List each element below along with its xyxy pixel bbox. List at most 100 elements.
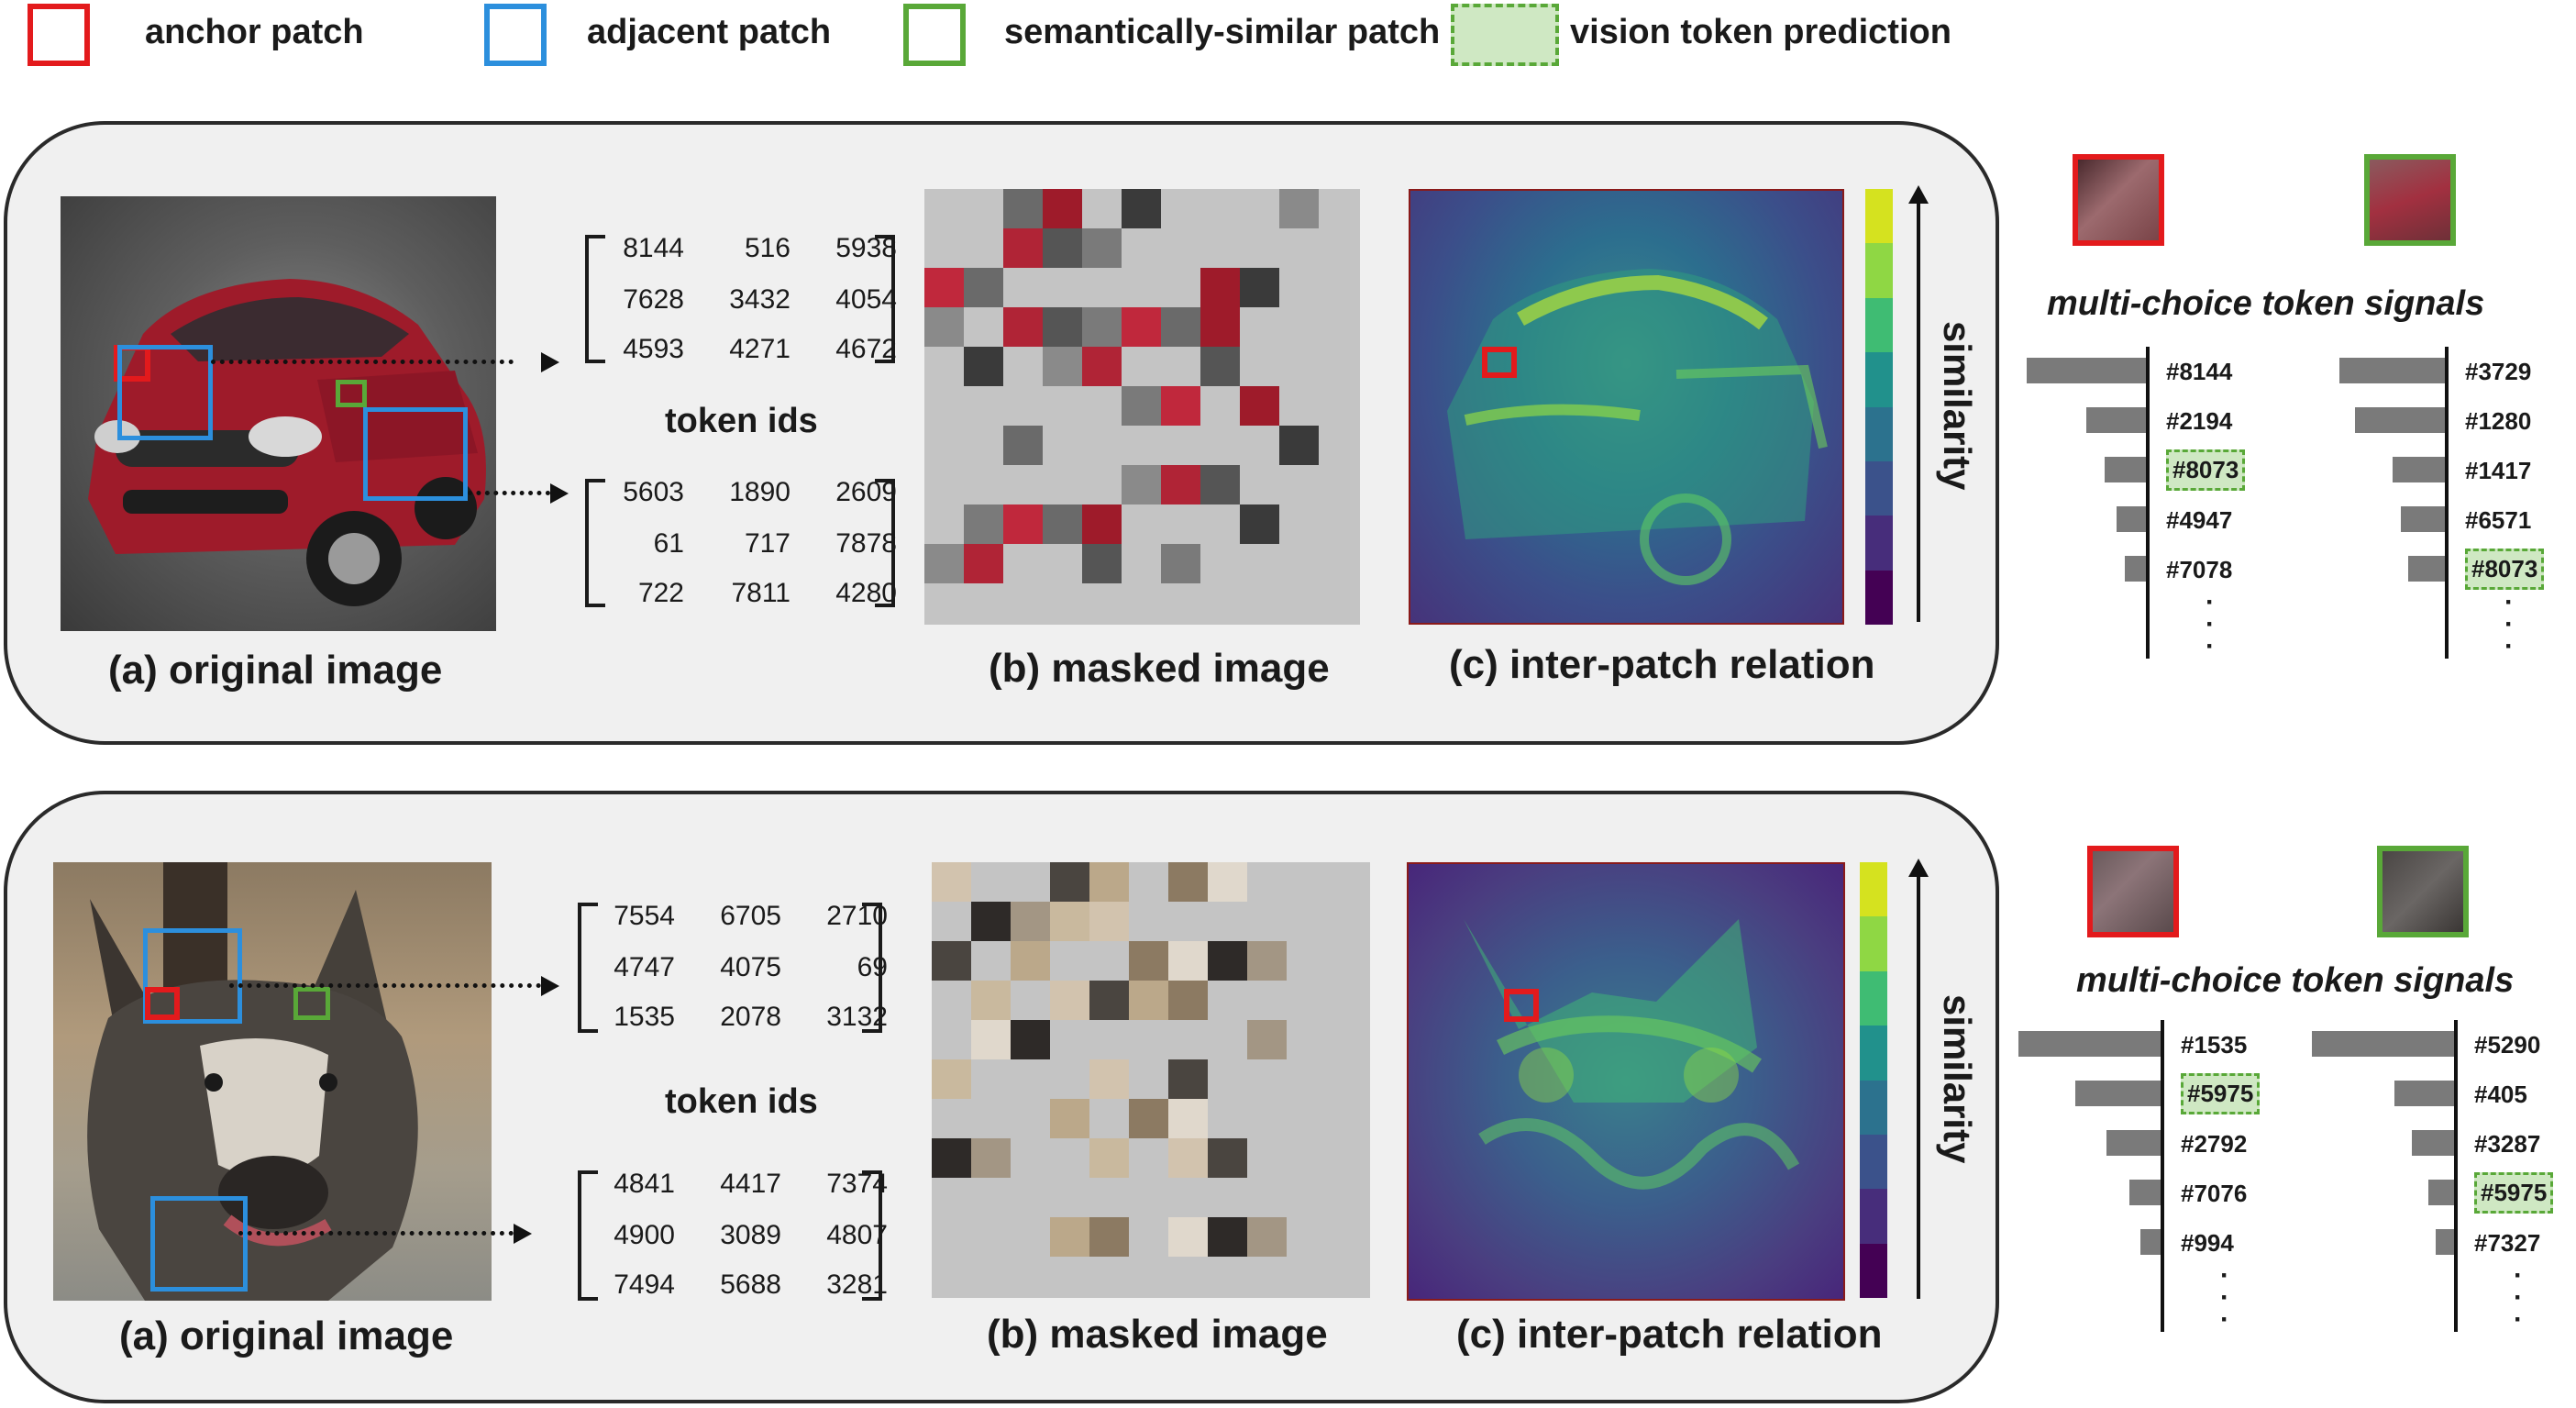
signal-bar (2086, 407, 2146, 433)
visible-patch (1129, 981, 1168, 1020)
visible-patch (1200, 465, 1240, 504)
car-relation-heatmap (1409, 189, 1844, 625)
car-similar-patch (336, 380, 367, 407)
signal-token-label: #1535 (2181, 1031, 2248, 1059)
dog-illustration (87, 862, 418, 1301)
car-similarity-label: similarity (1936, 321, 1979, 491)
visible-patch (1050, 862, 1089, 902)
visible-patch (1003, 189, 1043, 228)
signal-bar (2128, 1180, 2161, 1205)
car-heatmap-shapes (1447, 269, 1828, 585)
matrix-cell: 1535 (614, 1002, 675, 1032)
matrix-cell: 5938 (835, 233, 897, 263)
matrix-row: 4593 4271 4672 (578, 334, 897, 365)
matrix-cell: 7628 (623, 284, 684, 315)
dog-similarity-arrow-head (1908, 859, 1929, 877)
visible-patch (1011, 1020, 1050, 1059)
dog-caption-original: (a) original image (119, 1314, 454, 1358)
continuation-dot: · (2514, 1260, 2523, 1291)
visible-patch (1050, 902, 1089, 941)
matrix-row: 4900 3089 4807 (569, 1220, 888, 1251)
dog-arrow-top (229, 983, 541, 988)
legend-prediction-label: vision token prediction (1570, 13, 1951, 51)
visible-patch (964, 504, 1003, 544)
visible-patch (1200, 347, 1240, 386)
car-similarity-arrow-head (1908, 185, 1929, 204)
signal-token-label: #7076 (2181, 1180, 2248, 1207)
matrix-cell: 7878 (835, 528, 897, 559)
visible-patch (971, 1138, 1011, 1178)
visible-patch (1122, 465, 1161, 504)
visible-patch (1043, 228, 1082, 268)
visible-patch (1208, 1217, 1247, 1257)
matrix-cell: 722 (637, 578, 684, 608)
car-multi-choice-title: multi-choice token signals (2047, 284, 2485, 323)
dog-similarity-label: similarity (1936, 994, 1979, 1164)
continuation-dot: · (2206, 609, 2215, 639)
continuation-dot: · (2206, 587, 2215, 617)
legend-adjacent-label: adjacent patch (587, 13, 832, 51)
matrix-cell: 4841 (614, 1169, 675, 1199)
signal-token-label: #2792 (2181, 1130, 2248, 1158)
colorbar-segment (1865, 243, 1893, 298)
signal-bar (2104, 457, 2146, 482)
visible-patch (1043, 504, 1082, 544)
signal-bar (2018, 1031, 2161, 1057)
visible-patch (1129, 1099, 1168, 1138)
visible-patch (1089, 902, 1129, 941)
signal-bar (2411, 1130, 2454, 1156)
matrix-cell: 4747 (614, 952, 675, 982)
matrix-row: 8144 516 5938 (578, 233, 897, 264)
visible-patch (971, 1020, 1011, 1059)
car-caption-original: (a) original image (108, 648, 443, 693)
dog-anchor-patch (145, 987, 180, 1020)
bracket-left (578, 1170, 598, 1301)
colorbar-segment (1865, 352, 1893, 407)
visible-patch (932, 941, 971, 981)
dog-arrow-bottom-head (514, 1224, 532, 1244)
visible-patch (1168, 1059, 1208, 1099)
dog-caption-relation: (c) inter-patch relation (1456, 1312, 1883, 1357)
matrix-cell: 3281 (826, 1269, 888, 1300)
signal-token-label: #8073 (2166, 449, 2246, 491)
visible-patch (1247, 1020, 1287, 1059)
visible-patch (1279, 426, 1319, 465)
bracket-left (585, 479, 605, 607)
visible-patch (1168, 1138, 1208, 1178)
signal-bar (2140, 1229, 2161, 1255)
matrix-cell: 7811 (731, 578, 790, 608)
signal-token-label: #7078 (2166, 556, 2233, 583)
car-heatmap-anchor (1482, 347, 1517, 378)
visible-patch (1043, 307, 1082, 347)
visible-patch (1161, 544, 1200, 583)
signal-bar (2400, 506, 2445, 532)
visible-patch (924, 307, 964, 347)
signal-token-label: #5975 (2181, 1073, 2261, 1114)
signal-token-label: #1417 (2465, 457, 2532, 484)
car-adjacent-patch-bottom (363, 407, 468, 501)
visible-patch (1168, 1099, 1208, 1138)
colorbar-segment (1860, 1189, 1887, 1244)
signal-token-label: #5290 (2474, 1031, 2541, 1059)
visible-patch (924, 544, 964, 583)
continuation-dot: · (2514, 1282, 2523, 1313)
signal-token-label: #6571 (2465, 506, 2532, 534)
visible-patch (1082, 347, 1122, 386)
car-similarity-arrow (1917, 204, 1920, 622)
visible-patch (1247, 1217, 1287, 1257)
car-caption-relation: (c) inter-patch relation (1449, 642, 1875, 687)
visible-patch (1240, 504, 1279, 544)
dog-caption-masked: (b) masked image (987, 1312, 1328, 1357)
continuation-dot: · (2514, 1304, 2523, 1335)
legend-anchor-label: anchor patch (145, 13, 364, 51)
bracket-right (875, 479, 895, 607)
colorbar-segment (1860, 1243, 1887, 1298)
continuation-dot: · (2220, 1260, 2229, 1291)
signal-token-label: #8073 (2465, 549, 2545, 590)
signal-bar (2392, 457, 2445, 482)
visible-patch (1200, 307, 1240, 347)
matrix-row: 7628 3432 4054 (578, 284, 897, 316)
car-adjacent-patch-top (117, 345, 213, 440)
continuation-dot: · (2206, 631, 2215, 661)
matrix-cell: 4900 (614, 1220, 675, 1250)
